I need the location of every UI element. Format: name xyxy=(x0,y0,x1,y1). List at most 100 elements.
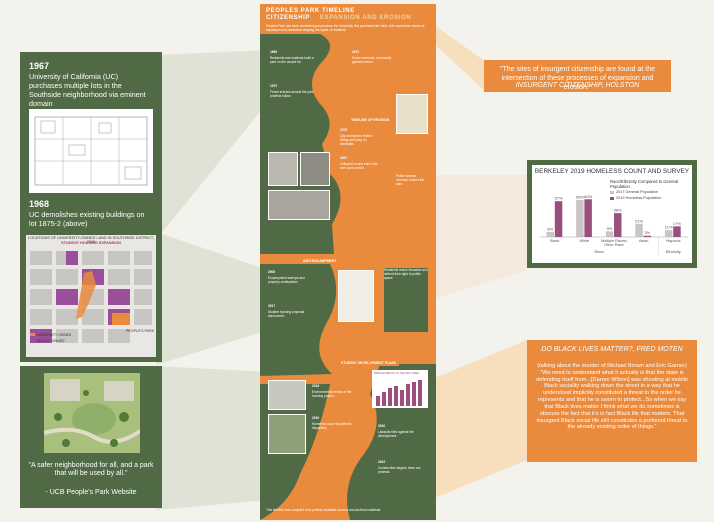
poster-photo-3 xyxy=(268,190,330,220)
poster-year-2019: 2019 xyxy=(312,416,320,420)
text-1967: University of California (UC) purchases … xyxy=(29,72,146,108)
data-label-0-1: 59% xyxy=(576,194,584,199)
bar-1-3 xyxy=(643,235,652,237)
year-1967: 1967 xyxy=(29,61,50,71)
poster-block-e: Volleyball courts built; riots over park… xyxy=(340,162,378,171)
fan-card2 xyxy=(156,232,268,365)
poster-year-1972: 1972 xyxy=(352,50,360,54)
legend-homeless: 2019 Homeless Population xyxy=(616,196,662,200)
bar-1-1 xyxy=(584,199,592,237)
southside-map: LOCATIONS OF UNIVERSITY-OWNED LAND IN SO… xyxy=(26,235,156,357)
bar-0-1 xyxy=(576,199,584,237)
legend-swatch-general xyxy=(610,191,614,194)
data-label-0-3: 21% xyxy=(635,218,643,223)
legend-uc: UNIVERSITY OWNED xyxy=(37,332,72,337)
data-label-1-0: 57% xyxy=(555,196,563,201)
data-label-0-4: 11% xyxy=(665,225,673,230)
poster-year-2022: 2022 xyxy=(378,460,386,464)
fan-right1 xyxy=(430,22,486,92)
legend-non-uc: NON-UC OWNED xyxy=(37,338,65,343)
bar-1-2 xyxy=(614,213,622,237)
homeless-count-card: BERKELEY 2019 HOMELESS COUNT AND SURVEY … xyxy=(527,160,697,268)
poster-year-1970: 1970 xyxy=(270,84,278,88)
legend-swatch-homeless xyxy=(610,197,614,200)
park-quote: "A safer neighborhood for all, and a par… xyxy=(28,462,154,478)
history-card-1967: 1967 University of California (UC) purch… xyxy=(20,52,162,240)
bar-0-0 xyxy=(546,231,554,237)
tick-label-0-0: Black xyxy=(550,239,559,243)
moten-quote-title: DO BLACK LIVES MATTER?, FRED MOTEN xyxy=(541,346,683,353)
fan-right2 xyxy=(430,175,527,300)
poster-block-k: Construction begins; trees cut; protests… xyxy=(378,466,422,475)
group-label-1: Ethnicity xyxy=(666,249,681,254)
poster-plan-photo-2 xyxy=(268,414,306,454)
fan-card3 xyxy=(156,366,268,510)
label-peoples-park: PEOPLE'S PARK xyxy=(126,329,154,333)
data-label-1-2: 38% xyxy=(614,208,622,213)
poster-block-b: Fence erected around the park; protests … xyxy=(270,90,315,99)
poster-green-note: Residents resist relocation and defend t… xyxy=(384,268,428,332)
bar-1-0 xyxy=(554,201,563,237)
year-1968: 1968 xyxy=(29,199,50,209)
holston-quote-text: "The sites of insurgent citizenship are … xyxy=(499,66,656,91)
data-label-1-1: 60% xyxy=(584,194,592,199)
poster-year-2008: 2008 xyxy=(268,270,276,274)
data-label-1-4: 17% xyxy=(673,221,681,226)
tick-label-3-0: Asian xyxy=(639,239,649,243)
poster-block-f: Encampment sweeps and property confiscat… xyxy=(268,276,305,285)
university-land-map-card: LOCATIONS OF UNIVERSITY-OWNED LAND IN SO… xyxy=(20,230,162,362)
text-1968: UC demolishes existing buildings on lot … xyxy=(29,210,145,228)
tick-label-4-0: Hispanic xyxy=(666,239,681,243)
poster-rent-chart-caption: MEDIAN RENTS IN THE BAY AREA xyxy=(374,371,420,375)
data-label-0-2: 9% xyxy=(607,226,613,231)
tick-label-2-0: Multiple Races/ xyxy=(601,239,628,243)
poster-year-2017: 2017 xyxy=(268,304,276,308)
legend-general: 2017 General Population xyxy=(616,190,659,194)
tick-label-2-1: Other Race xyxy=(604,243,623,247)
poster-year-2018: 2018 xyxy=(312,384,320,388)
poster-intro: Peoples Park has been contested ground s… xyxy=(266,24,425,33)
moten-quote-text: (talking about the murder of Michael Bro… xyxy=(535,363,689,431)
poster-rent-chart: MEDIAN RENTS IN THE BAY AREA xyxy=(372,370,428,408)
holston-quote-card: "The sites of insurgent citizenship are … xyxy=(484,60,671,92)
poster-block-h: Environmental review of the housing proj… xyxy=(312,390,352,399)
poster-year-1979: 1979 xyxy=(340,128,348,132)
data-label-0-0: 8% xyxy=(547,226,553,231)
poster-block-i: Homeless count documents disparities. xyxy=(312,422,352,431)
poster-section-erosion: TIMELINE OF EROSION xyxy=(348,117,393,123)
poster-year-2020: 2020 xyxy=(378,424,386,428)
poster-block-j: Lawsuits filed against the development. xyxy=(378,430,414,439)
poster-block-c: Fence removed; community gardens return. xyxy=(352,56,392,65)
bar-0-2 xyxy=(605,231,614,237)
poster-cartoon xyxy=(338,270,374,322)
park-site-plan xyxy=(43,373,142,453)
park-plan-card: "A safer neighborhood for all, and a par… xyxy=(20,366,162,508)
bar-0-4 xyxy=(664,230,673,237)
chart-subtitle: Race/Ethnicity Compared to General Popul… xyxy=(610,179,679,190)
timeline-poster: PEOPLES PARK TIMELINE CITIZENSHIP EXPANS… xyxy=(260,4,436,520)
poster-title-2: CITIZENSHIP xyxy=(266,15,310,21)
poster-side-note: Police sweeps increase around the park. xyxy=(396,174,428,214)
poster-block-a: Residents and students build a park on t… xyxy=(270,56,314,65)
group-label-0: Race xyxy=(595,249,605,254)
poster-photo-1 xyxy=(268,152,298,186)
moten-quote-card: DO BLACK LIVES MATTER?, FRED MOTEN (talk… xyxy=(527,340,697,462)
poster-title-3: EXPANSION AND EROSION xyxy=(320,15,412,21)
poster-year-1969: 1969 xyxy=(270,50,278,54)
bar-0-3 xyxy=(635,223,643,237)
map-title: LOCATIONS OF UNIVERSITY-OWNED LAND IN SO… xyxy=(28,236,154,244)
fan-right3 xyxy=(430,340,527,500)
poster-year-1991: 1991 xyxy=(340,156,348,160)
poster-section-anti-encampment: ANTI-ENCAMPMENT xyxy=(300,258,340,264)
legend-swatch-non-uc xyxy=(30,339,35,342)
lot-plan-drawing xyxy=(29,109,153,193)
poster-newspaper-clipping xyxy=(396,94,428,134)
holston-quote-source: INSURGENT CITIZENSHIP, HOLSTON xyxy=(515,82,640,89)
poster-block-g: Student housing proposal announced. xyxy=(268,310,305,319)
poster-title-1: PEOPLES PARK TIMELINE xyxy=(266,8,355,14)
poster-block-d: City ordinances restrict sitting and lyi… xyxy=(340,134,373,147)
chart-plot: 8% 57% Black 59% 60% White 9% 38% Multiple Races… xyxy=(540,194,688,255)
fan-card1 xyxy=(156,50,268,240)
data-label-1-3: 2% xyxy=(644,230,650,235)
